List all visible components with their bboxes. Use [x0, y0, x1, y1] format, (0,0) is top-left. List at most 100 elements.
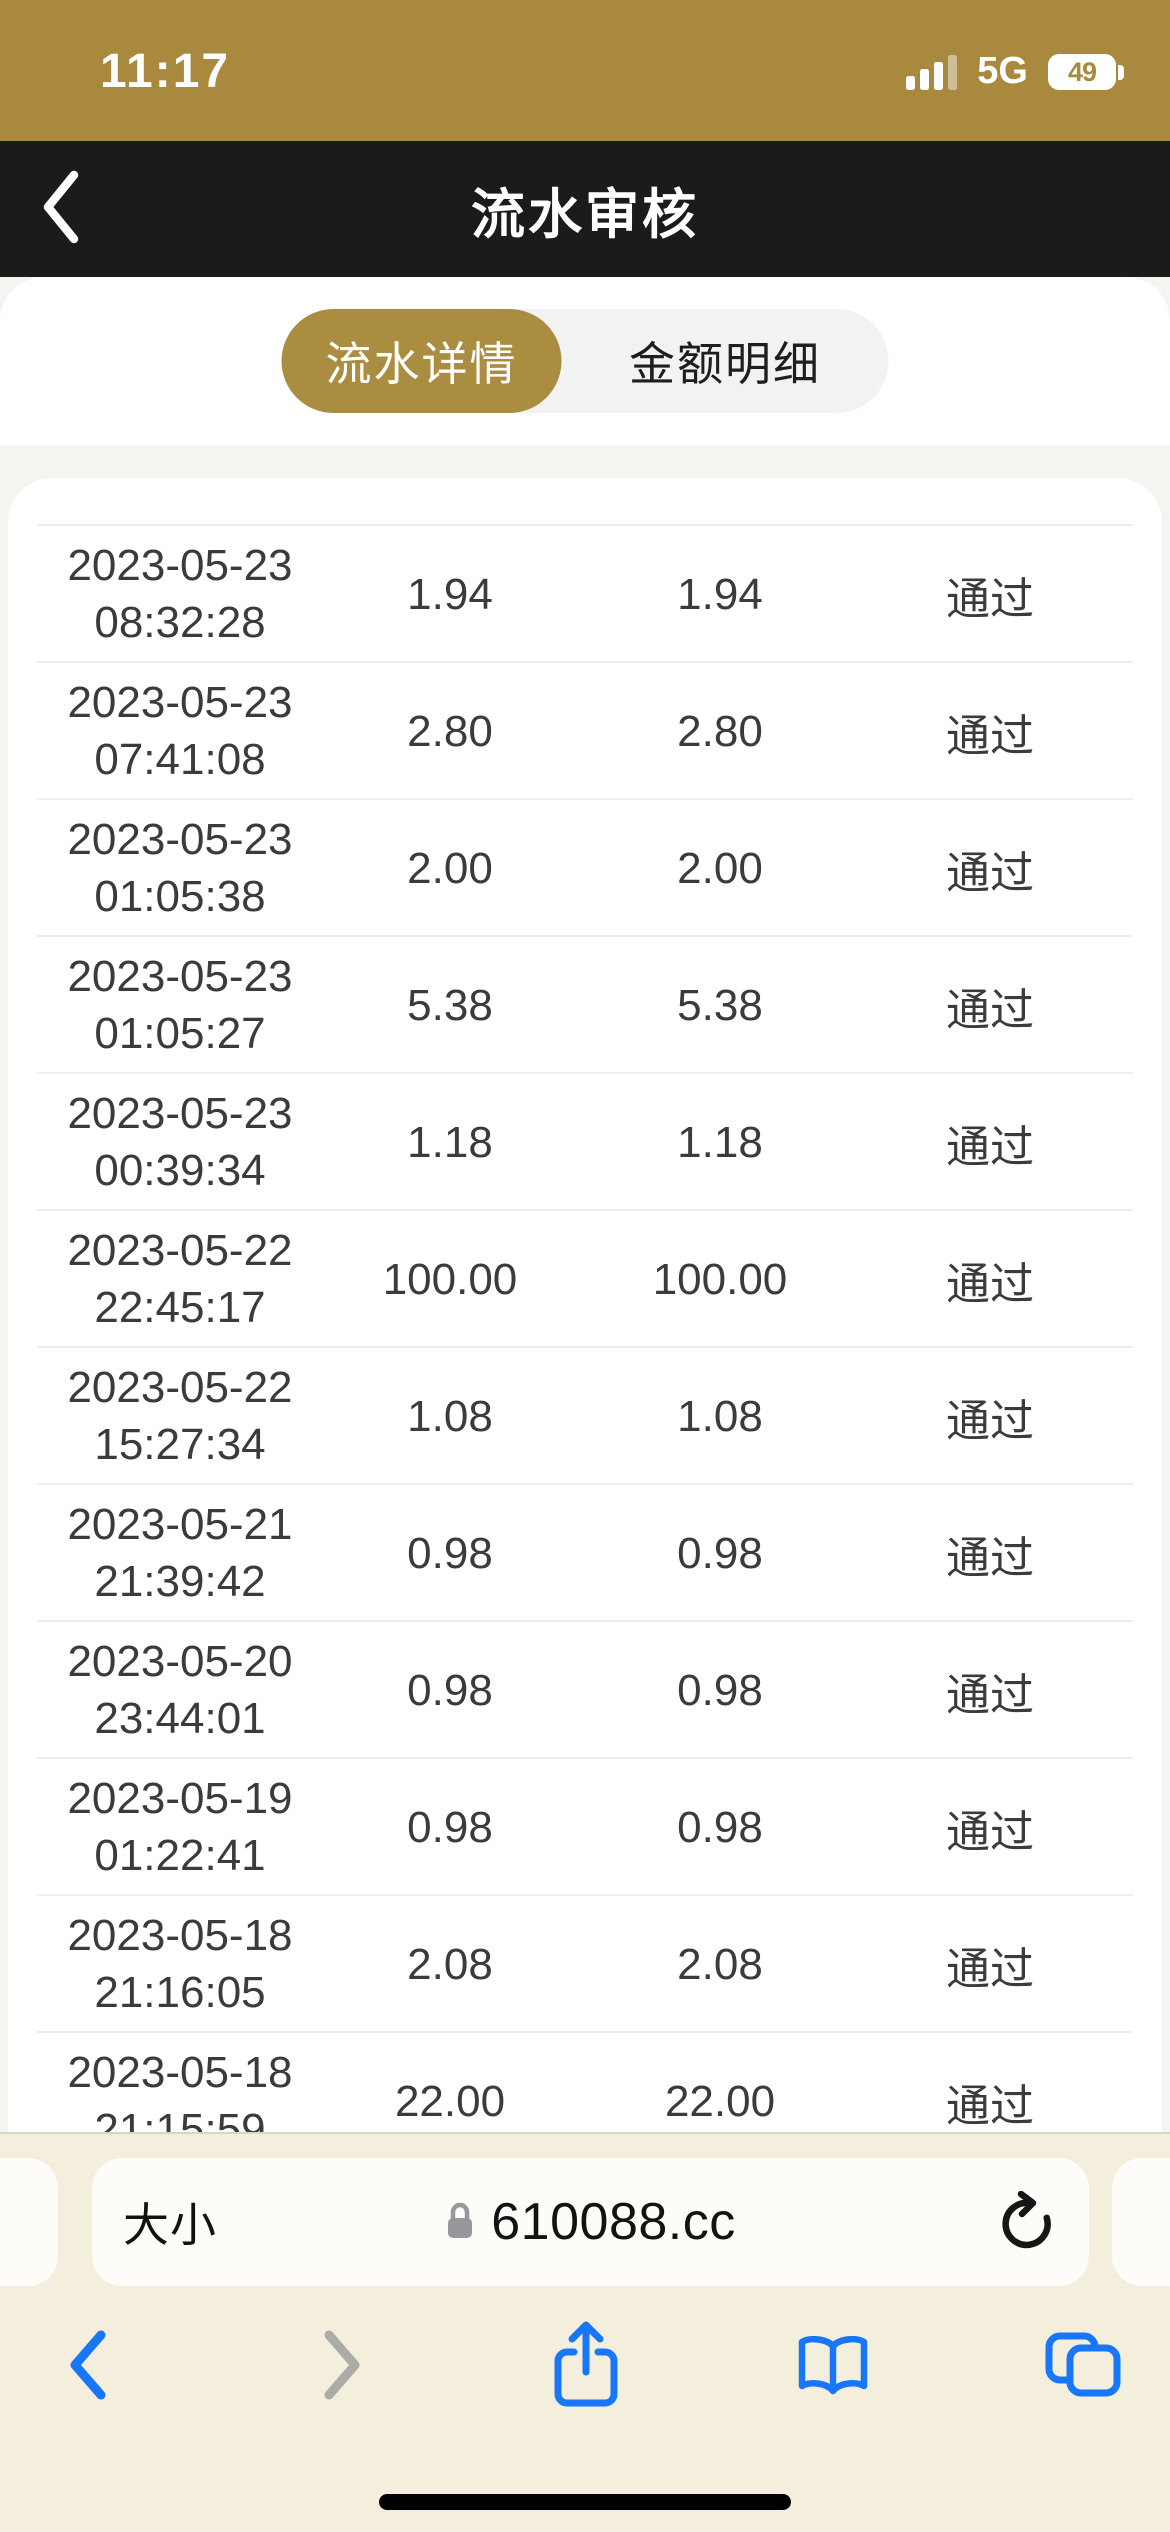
url-text: 610088.cc [491, 2193, 736, 2251]
battery-icon: 49 [1048, 54, 1124, 90]
row-time: 23:44:01 [94, 1693, 266, 1743]
row-time: 15:27:34 [94, 1419, 266, 1469]
battery-percent: 49 [1067, 56, 1097, 87]
row-datetime: 2023-05-23 07:41:08 [45, 675, 315, 788]
row-status: 通过 [946, 711, 1034, 761]
row-date: 2023-05-21 [67, 1500, 293, 1550]
row-status: 通过 [946, 1944, 1034, 1994]
row-datetime: 2023-05-23 01:05:38 [45, 812, 315, 925]
row-amount-1: 100.00 [382, 1254, 518, 1304]
row-amount-1: 5.38 [407, 980, 493, 1030]
row-datetime: 2023-05-22 22:45:17 [45, 1223, 315, 1336]
row-amount-1: 1.18 [407, 1117, 493, 1167]
status-indicators: 5G 49 [906, 50, 1124, 90]
row-amount-2: 2.00 [677, 843, 763, 893]
row-amount-2: 22.00 [664, 2076, 776, 2126]
row-time: 01:05:38 [94, 871, 266, 921]
bookmarks-icon [795, 2335, 871, 2402]
chevron-left-icon [40, 169, 80, 250]
row-amount-1: 1.94 [407, 569, 493, 619]
cellular-signal-icon [906, 55, 958, 90]
row-date: 2023-05-19 [67, 1774, 293, 1824]
row-time: 01:22:41 [94, 1830, 266, 1880]
row-status: 通过 [946, 1533, 1034, 1583]
row-date: 2023-05-22 [67, 1226, 293, 1276]
row-date: 2023-05-23 [67, 952, 293, 1002]
row-time: 01:05:27 [94, 1008, 266, 1058]
row-amount-2: 2.08 [677, 1939, 763, 1989]
row-date: 2023-05-22 [67, 1363, 293, 1413]
reload-button[interactable] [997, 2158, 1053, 2286]
tabs-card: 流水详情 金额明细 [0, 277, 1170, 445]
address-bar[interactable]: 大小 610088.cc [92, 2158, 1089, 2286]
browser-forward-button[interactable] [322, 2330, 362, 2405]
row-amount-1: 2.80 [407, 706, 493, 756]
table-row: 2023-05-18 21:16:05 2.08 2.08 通过 [37, 1896, 1133, 2033]
row-amount-2: 0.98 [677, 1665, 763, 1715]
table-row: 2023-05-23 00:39:34 1.18 1.18 通过 [37, 1074, 1133, 1211]
row-date: 2023-05-23 [67, 678, 293, 728]
table-row: 2023-05-23 01:05:27 5.38 5.38 通过 [37, 937, 1133, 1074]
row-amount-2: 1.08 [677, 1391, 763, 1441]
back-button[interactable] [40, 163, 130, 255]
row-amount-2: 1.18 [677, 1117, 763, 1167]
row-amount-2: 5.38 [677, 980, 763, 1030]
table-row: 2023-05-23 08:32:28 1.94 1.94 通过 [37, 526, 1133, 663]
row-status: 通过 [946, 1670, 1034, 1720]
row-amount-1: 2.00 [407, 843, 493, 893]
row-amount-1: 0.98 [407, 1802, 493, 1852]
row-time: 11:02:49 [45, 478, 315, 486]
chevron-right-icon [322, 2330, 362, 2404]
row-status: 通过 [946, 574, 1034, 624]
row-amount-1: 1.08 [407, 1391, 493, 1441]
row-datetime: 2023-05-23 00:39:34 [45, 1086, 315, 1199]
tab-flow-detail[interactable]: 流水详情 [281, 309, 562, 413]
row-amount-2: 1.94 [677, 569, 763, 619]
network-type-label: 5G [977, 50, 1028, 92]
table-row: 2023-05-21 21:39:42 0.98 0.98 通过 [37, 1485, 1133, 1622]
row-time: 08:32:28 [94, 597, 266, 647]
share-button[interactable] [553, 2320, 619, 2417]
row-datetime: 2023-05-23 08:32:28 [45, 538, 315, 651]
home-indicator[interactable] [379, 2494, 791, 2510]
next-tab-stub[interactable] [1112, 2158, 1170, 2286]
row-status: 通过 [946, 985, 1034, 1035]
row-date: 2023-05-23 [67, 815, 293, 865]
bookmarks-button[interactable] [795, 2335, 871, 2403]
tab-amount-detail[interactable]: 金额明细 [629, 338, 821, 390]
table-row: 2023-05-22 22:45:17 100.00 100.00 通过 [37, 1211, 1133, 1348]
row-amount-1: 0.98 [407, 1665, 493, 1715]
row-time: 21:16:05 [94, 1967, 266, 2017]
row-datetime: 2023-05-22 15:27:34 [45, 1360, 315, 1473]
row-amount-2: 0.98 [677, 1528, 763, 1578]
browser-back-button[interactable] [68, 2330, 108, 2405]
row-time: 21:39:42 [94, 1556, 266, 1606]
row-amount-2: 2.80 [677, 706, 763, 756]
status-bar: 11:17 5G 49 [0, 0, 1170, 141]
row-status: 通过 [946, 1259, 1034, 1309]
table-row: 2023-05-23 01:05:38 2.00 2.00 通过 [37, 800, 1133, 937]
table-row-clipped: 11:02:49 [37, 478, 1133, 526]
row-date: 2023-05-18 [67, 2048, 293, 2098]
table-row: 2023-05-23 07:41:08 2.80 2.80 通过 [37, 663, 1133, 800]
table-row: 2023-05-20 23:44:01 0.98 0.98 通过 [37, 1622, 1133, 1759]
tabs-button[interactable] [1044, 2332, 1122, 2403]
row-time: 00:39:34 [94, 1145, 266, 1195]
table-row: 2023-05-22 15:27:34 1.08 1.08 通过 [37, 1348, 1133, 1485]
prev-tab-stub[interactable] [0, 2158, 58, 2286]
page-title: 流水审核 [471, 184, 699, 245]
transaction-list[interactable]: 11:02:49 2023-05-23 08:32:28 1.94 1.94 通… [8, 478, 1162, 2532]
battery-nub [1118, 64, 1124, 80]
text-size-button[interactable]: 大小 [123, 2199, 217, 2251]
row-datetime: 2023-05-20 23:44:01 [45, 1634, 315, 1747]
row-datetime: 2023-05-18 21:16:05 [45, 1908, 315, 2021]
row-status: 通过 [946, 2081, 1034, 2131]
row-time: 07:41:08 [94, 734, 266, 784]
row-datetime: 2023-05-19 01:22:41 [45, 1771, 315, 1884]
segmented-control: 流水详情 金额明细 [281, 309, 889, 413]
row-time: 22:45:17 [94, 1282, 266, 1332]
safari-bottom-bar: 大小 610088.cc [0, 2132, 1170, 2532]
row-amount-1: 2.08 [407, 1939, 493, 1989]
url-group: 610088.cc [445, 2192, 735, 2252]
